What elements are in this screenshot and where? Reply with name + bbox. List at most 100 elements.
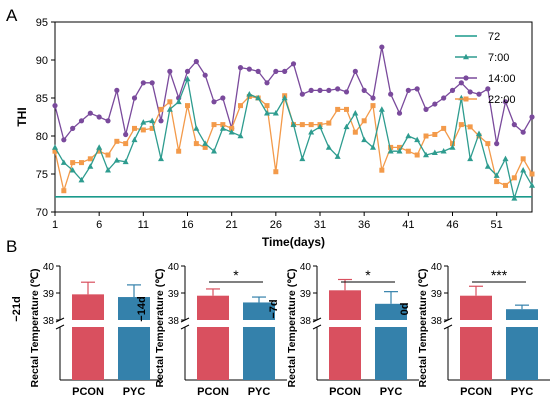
x-tick-label: 51 [491,219,503,231]
data-point [237,65,244,71]
data-point [396,110,403,116]
y-tick-label: 39 [168,289,180,300]
data-point [149,125,155,131]
y-tick-label: 40 [43,262,55,273]
data-point [184,75,191,82]
data-point [52,148,58,154]
data-point [290,61,297,67]
y-tick-label: 39 [43,289,55,300]
data-point [326,120,332,126]
y-tick-label: 38 [300,316,312,327]
y-tick-label: 75 [36,169,48,181]
data-point [105,152,111,158]
data-point [378,106,385,112]
data-point [463,75,469,81]
data-point [281,94,288,101]
y-tick-label: 38 [431,316,443,327]
data-point [140,127,146,133]
data-point [432,131,438,137]
data-point [343,123,350,130]
data-point [405,148,411,154]
data-point [166,106,173,112]
data-point [202,144,208,150]
data-point [388,144,394,150]
data-point [352,110,359,116]
category-label: PYC [248,386,271,398]
category-label: PYC [123,386,146,398]
y-axis-label: Rectal Temperature (℃) [154,269,166,388]
data-point [105,118,111,124]
data-point [272,110,279,116]
data-point [511,195,518,201]
data-point [467,89,473,95]
data-point [334,153,341,159]
y-axis-label: Rectal Temperature (℃) [417,269,429,388]
data-point [414,86,420,92]
bar [197,295,229,320]
plot-frame [54,21,533,213]
data-point [299,91,305,97]
data-point [308,122,314,128]
bar-lower [197,327,229,380]
category-label: PYC [511,386,534,398]
x-tick-label: 36 [358,219,370,231]
bar-lower [243,327,275,380]
data-point [431,149,438,156]
data-point [308,129,315,135]
data-point [132,125,137,131]
bar-lower [329,327,361,380]
data-point [219,125,226,131]
data-point [238,103,243,109]
data-point [335,106,341,112]
legend-label: 7:00 [488,52,509,64]
significance-label: *** [491,267,508,283]
axis-break-mark [180,324,190,330]
data-point [493,172,500,178]
data-point [484,163,491,169]
x-axis-label: Time(days) [262,235,325,249]
significance-label: * [365,267,371,283]
x-tick-label: 26 [270,219,282,231]
bar [72,294,104,320]
x-tick-label: 41 [402,219,414,231]
data-point [96,148,102,154]
data-point [467,155,474,162]
data-point [414,136,421,143]
data-point [450,141,455,147]
x-tick-label: 46 [446,219,458,231]
data-point [299,155,306,162]
data-point [140,80,146,86]
data-point [123,131,129,138]
data-point [361,118,367,124]
axis-break-mark [443,324,453,330]
data-point [361,87,367,93]
data-point [388,91,394,97]
data-point [61,188,67,194]
data-point [463,53,469,60]
data-point [237,132,244,139]
data-point [176,148,182,154]
data-point [414,152,420,158]
data-point [211,122,217,128]
data-point [397,144,402,150]
data-point [485,86,491,92]
data-point [69,167,76,173]
data-point [335,86,341,92]
data-point [441,125,447,131]
data-point [131,136,138,143]
panel-title: −7d [268,299,280,318]
y-tick-label: 40 [431,262,443,273]
data-point [131,95,138,101]
data-point [220,95,226,101]
data-point [228,129,235,135]
data-point [140,119,147,125]
panel-label-b: B [6,237,17,256]
data-point [326,87,332,93]
bar-lower [506,327,538,380]
data-point [87,110,93,116]
data-point [79,160,84,166]
data-point [485,141,491,147]
data-point [114,87,120,93]
bar [329,290,361,320]
data-point [458,122,464,128]
